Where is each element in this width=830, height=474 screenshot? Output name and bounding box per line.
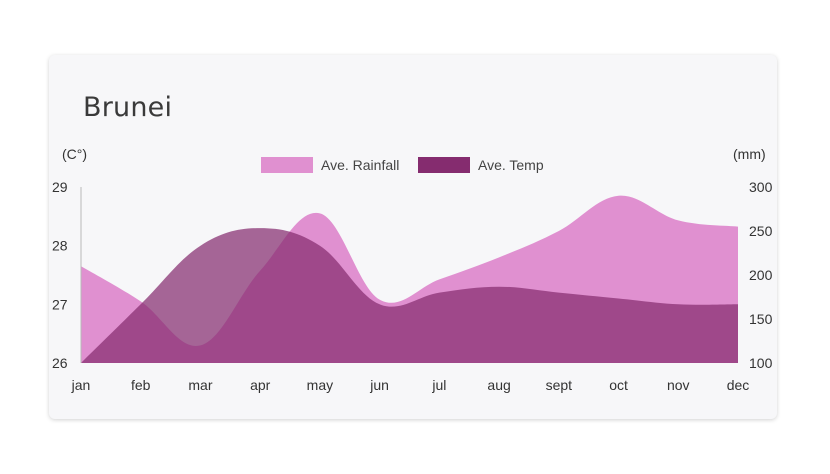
left-axis-tick-label: 29	[52, 179, 68, 195]
left-axis-tick-label: 27	[52, 296, 68, 312]
left-axis-tick-label: 28	[52, 238, 68, 254]
x-axis-tick-label: aug	[487, 377, 510, 393]
right-axis-tick-label: 100	[749, 355, 773, 371]
legend-item-temp[interactable]: Ave. Temp	[418, 156, 544, 174]
right-axis-tick-label: 200	[749, 267, 773, 283]
x-axis-tick-label: jan	[71, 377, 91, 393]
x-axis-tick-label: oct	[609, 377, 628, 393]
left-axis-unit: (C°)	[62, 146, 88, 162]
x-axis-tick-label: sept	[546, 377, 573, 393]
right-axis-tick-label: 150	[749, 311, 773, 327]
legend-swatch-rainfall	[261, 157, 313, 173]
x-axis-tick-label: may	[307, 377, 333, 393]
right-axis-unit: (mm)	[733, 146, 766, 162]
series-area-temp	[81, 228, 738, 363]
legend-label-rainfall: Ave. Rainfall	[321, 157, 400, 173]
x-axis-tick-label: jun	[369, 377, 389, 393]
chart-title: Brunei	[83, 92, 173, 123]
x-axis-tick-label: mar	[188, 377, 212, 393]
legend-swatch-temp	[418, 157, 470, 173]
x-axis-tick-label: dec	[727, 377, 750, 393]
x-axis-tick-label: jul	[431, 377, 446, 393]
x-axis-tick-label: apr	[250, 377, 271, 393]
left-axis-tick-label: 26	[52, 355, 68, 371]
x-axis-tick-label: nov	[667, 377, 690, 393]
legend-item-rainfall[interactable]: Ave. Rainfall	[261, 156, 399, 174]
legend-label-temp: Ave. Temp	[478, 157, 544, 173]
right-axis-tick-label: 300	[749, 179, 773, 195]
right-axis-tick-label: 250	[749, 223, 773, 239]
x-axis-tick-label: feb	[131, 377, 151, 393]
